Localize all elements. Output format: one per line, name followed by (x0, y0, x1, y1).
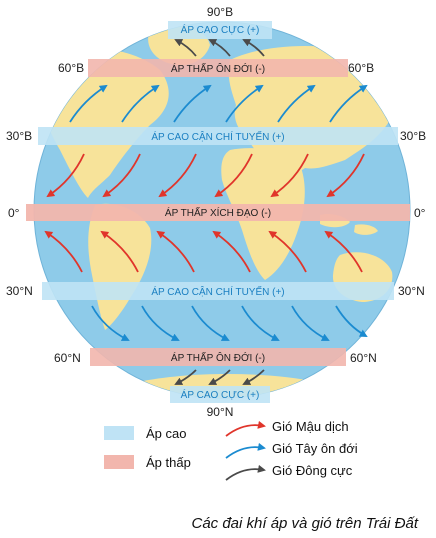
lat-30n-left: 30°B (6, 129, 32, 143)
lat-30s-left: 30°N (6, 284, 33, 298)
westerly-arrow (291, 305, 330, 341)
wind-arrows (44, 39, 368, 385)
trade-wind-arrow (44, 230, 83, 273)
label-polar-high-north: ÁP CAO CỰC (+) (181, 23, 260, 36)
westerly-arrow (173, 84, 212, 123)
westerly-arrow (225, 84, 264, 123)
latitude-labels: 90°B 60°B 60°B 30°B 30°B 0° 0° 30°N 30°N… (6, 5, 426, 419)
label-subpolar-low-south: ÁP THẤP ÔN ĐỚI (-) (171, 351, 265, 364)
legend-low-swatch (104, 455, 134, 469)
legend-trade-label: Gió Mậu dịch (272, 419, 349, 434)
label-subtropical-high-south: ÁP CAO CẬN CHÍ TUYẾN (+) (151, 285, 284, 298)
polar-easterly-arrow (208, 39, 231, 57)
label-subtropical-high-north: ÁP CAO CẬN CHÍ TUYẾN (+) (151, 130, 284, 143)
pressure-bands (26, 21, 410, 403)
lat-30n-right: 30°B (400, 129, 426, 143)
legend-high-label: Áp cao (146, 426, 186, 441)
westerly-arrow (277, 84, 316, 123)
trade-wind-arrow (100, 230, 139, 273)
label-polar-high-south: ÁP CAO CỰC (+) (181, 388, 260, 401)
westerly-arrow (335, 305, 368, 337)
westerly-arrow (91, 305, 130, 341)
label-subpolar-low-north: ÁP THẤP ÔN ĐỚI (-) (171, 62, 265, 75)
polar-easterly-arrow (208, 369, 231, 385)
band-subpolar-low-south (90, 348, 346, 366)
trade-wind-arrow (212, 230, 251, 273)
legend-polar-label: Gió Đông cực (272, 463, 353, 478)
lat-90s: 90°N (207, 405, 234, 419)
trade-wind-arrow (156, 230, 195, 273)
band-subtropical-high-north (38, 127, 398, 145)
trade-wind-arrow (158, 153, 197, 198)
lat-90n: 90°B (207, 5, 233, 19)
polar-easterly-arrow (174, 369, 197, 385)
lat-60n-left: 60°B (58, 61, 84, 75)
trade-wind-arrow (324, 230, 363, 273)
westerly-arrow (121, 84, 160, 123)
band-equatorial-low (26, 204, 410, 221)
westerly-arrow (69, 84, 108, 123)
lat-60s-left: 60°N (54, 351, 81, 365)
legend-high-swatch (104, 426, 134, 440)
trade-wind-arrow (214, 153, 253, 198)
trade-wind-arrow (270, 153, 309, 198)
legend-polar-arrow (225, 464, 266, 481)
trade-wind-arrow (268, 230, 307, 273)
band-labels: ÁP CAO CỰC (+) ÁP THẤP ÔN ĐỚI (-) ÁP CAO… (151, 23, 284, 401)
trade-wind-arrow (102, 153, 141, 198)
westerly-arrow (191, 305, 230, 341)
band-subpolar-low-north (88, 59, 348, 77)
trade-wind-arrow (326, 153, 365, 198)
band-subtropical-high-south (42, 282, 394, 300)
band-polar-high-north (168, 21, 272, 39)
polar-easterly-arrow (174, 39, 197, 57)
legend-westerly-label: Gió Tây ôn đới (272, 441, 358, 456)
lat-30s-right: 30°N (398, 284, 425, 298)
figure-caption: Các đai khí áp và gió trên Trái Đất (192, 515, 419, 532)
lat-equator-left: 0° (8, 206, 20, 220)
legend: Áp cao Áp thấp Gió Mậu dịch Gió Tây ôn đ… (104, 419, 358, 481)
westerly-arrow (241, 305, 280, 341)
westerly-arrow (329, 84, 368, 123)
legend-trade-arrow (225, 420, 266, 437)
polar-easterly-arrow (242, 39, 265, 57)
polar-easterly-arrow (242, 369, 265, 385)
lat-60s-right: 60°N (350, 351, 377, 365)
trade-wind-arrow (46, 153, 85, 198)
label-equatorial-low: ÁP THẤP XÍCH ĐẠO (-) (165, 206, 271, 219)
lat-60n-right: 60°B (348, 61, 374, 75)
lat-equator-right: 0° (414, 206, 426, 220)
legend-westerly-arrow (225, 442, 266, 459)
westerly-arrow (141, 305, 180, 341)
band-polar-high-south (170, 386, 270, 403)
legend-low-label: Áp thấp (146, 455, 191, 470)
